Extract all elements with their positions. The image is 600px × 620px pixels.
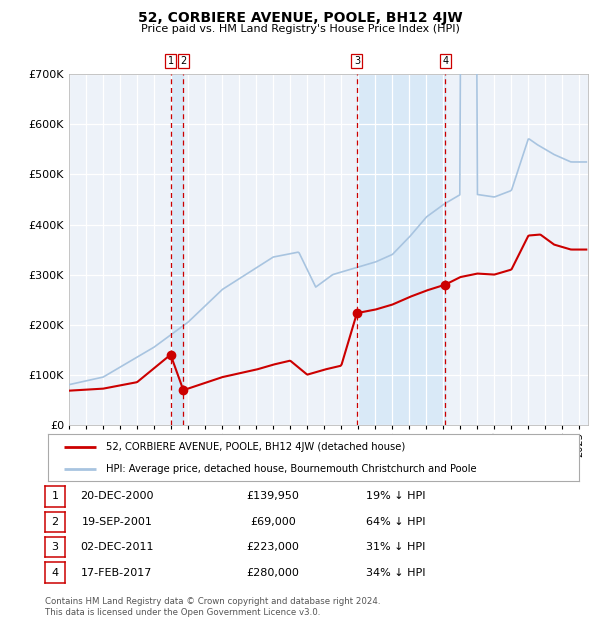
- Text: 2: 2: [180, 56, 187, 66]
- Text: £69,000: £69,000: [250, 516, 296, 527]
- Text: 3: 3: [52, 542, 58, 552]
- Text: 19-SEP-2001: 19-SEP-2001: [82, 516, 152, 527]
- Text: 19% ↓ HPI: 19% ↓ HPI: [366, 491, 426, 502]
- Text: £223,000: £223,000: [247, 542, 299, 552]
- Text: 20-DEC-2000: 20-DEC-2000: [80, 491, 154, 502]
- Text: £139,950: £139,950: [247, 491, 299, 502]
- Text: 52, CORBIERE AVENUE, POOLE, BH12 4JW: 52, CORBIERE AVENUE, POOLE, BH12 4JW: [137, 11, 463, 25]
- Text: £280,000: £280,000: [247, 567, 299, 578]
- Text: 31% ↓ HPI: 31% ↓ HPI: [367, 542, 425, 552]
- Text: 4: 4: [52, 567, 58, 578]
- Text: 02-DEC-2011: 02-DEC-2011: [80, 542, 154, 552]
- Bar: [357, 74, 445, 425]
- Text: 64% ↓ HPI: 64% ↓ HPI: [366, 516, 426, 527]
- Text: HPI: Average price, detached house, Bournemouth Christchurch and Poole: HPI: Average price, detached house, Bour…: [106, 464, 477, 474]
- Text: Price paid vs. HM Land Registry's House Price Index (HPI): Price paid vs. HM Land Registry's House …: [140, 24, 460, 33]
- Text: 1: 1: [167, 56, 173, 66]
- Text: 1: 1: [52, 491, 58, 502]
- Text: 34% ↓ HPI: 34% ↓ HPI: [366, 567, 426, 578]
- Text: 4: 4: [442, 56, 448, 66]
- Text: 3: 3: [354, 56, 360, 66]
- Text: Contains HM Land Registry data © Crown copyright and database right 2024.
This d: Contains HM Land Registry data © Crown c…: [45, 598, 380, 617]
- Text: 52, CORBIERE AVENUE, POOLE, BH12 4JW (detached house): 52, CORBIERE AVENUE, POOLE, BH12 4JW (de…: [106, 442, 406, 452]
- Text: 17-FEB-2017: 17-FEB-2017: [82, 567, 152, 578]
- Text: 2: 2: [52, 516, 58, 527]
- Bar: [170, 74, 184, 425]
